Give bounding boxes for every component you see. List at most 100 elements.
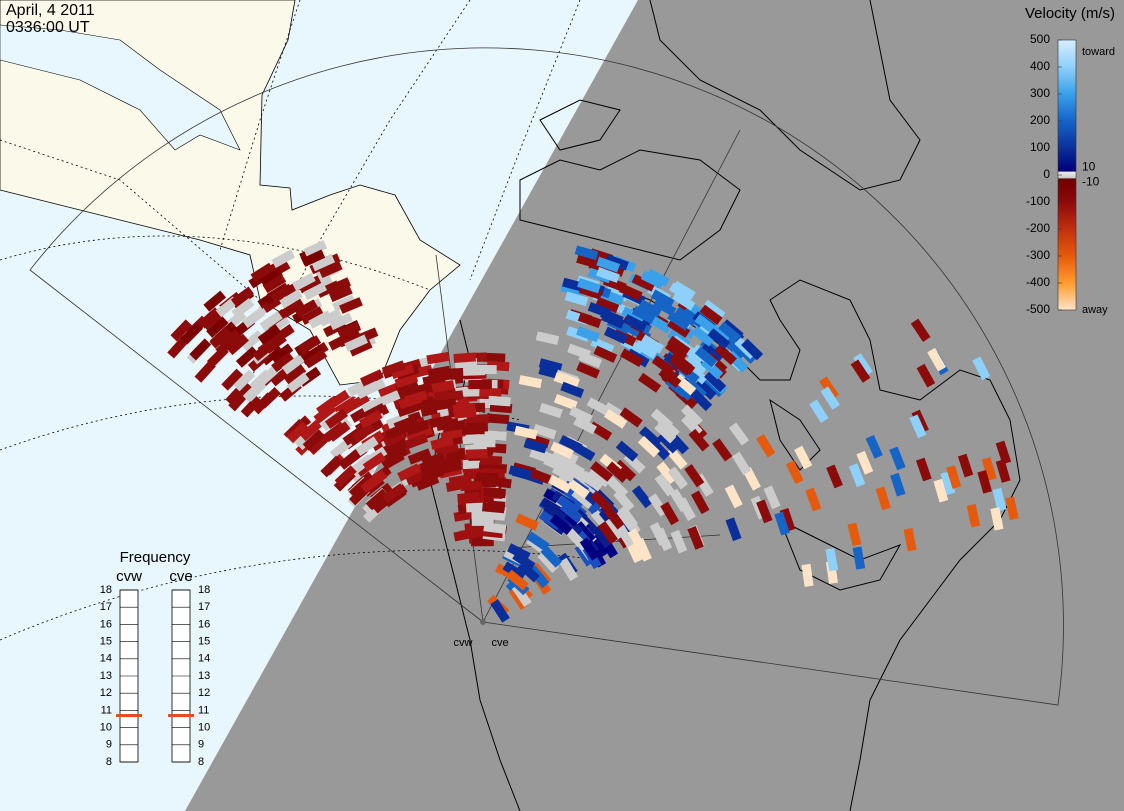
radar-label: cvw	[454, 637, 473, 649]
echo-cell	[756, 434, 776, 458]
echo-cell	[588, 466, 611, 488]
echo-cell	[966, 503, 981, 528]
echo-cell	[348, 339, 373, 357]
echo-cell	[235, 346, 259, 368]
echo-cell	[690, 490, 710, 515]
echo-cell	[359, 369, 384, 387]
echo-cell	[231, 298, 255, 319]
echo-cell	[687, 525, 704, 550]
echo-cell	[621, 306, 646, 325]
echo-cell	[362, 451, 386, 472]
echo-cell	[318, 308, 343, 327]
echo-cell	[576, 361, 600, 379]
frequency-tick-label: 8	[198, 756, 204, 768]
echo-cell	[259, 267, 283, 287]
echo-cell	[537, 550, 559, 574]
colorbar-tick-label: -300	[1026, 248, 1050, 262]
frequency-tick-label: 9	[198, 739, 204, 751]
echo-cell	[484, 430, 507, 441]
echo-cell	[574, 245, 599, 261]
echo-cell	[553, 393, 578, 411]
echo-cell	[407, 448, 432, 465]
echo-cell	[651, 355, 675, 376]
echo-cell	[848, 463, 866, 488]
echo-cell	[381, 360, 406, 377]
echo-cell	[311, 254, 336, 272]
echo-cell	[603, 506, 625, 530]
colorbar-tick-label: 500	[1030, 32, 1050, 46]
echo-cell	[543, 502, 567, 523]
echo-cell	[384, 422, 409, 440]
echo-cell	[259, 310, 283, 331]
echo-cell	[805, 487, 822, 512]
echo-cell	[283, 364, 307, 385]
echo-cell	[694, 378, 717, 401]
radar-name: cvw	[116, 568, 142, 585]
echo-cell	[666, 447, 688, 470]
echo-cell	[433, 398, 457, 411]
echo-cell	[852, 546, 866, 570]
echo-cell	[825, 548, 839, 572]
echo-cell	[226, 333, 249, 356]
echo-cell	[532, 423, 557, 440]
echo-cell	[556, 372, 580, 388]
echo-cell	[654, 421, 677, 444]
echo-cell	[540, 545, 563, 568]
echo-cell	[577, 312, 602, 329]
echo-cell	[875, 486, 891, 511]
echo-cell	[972, 356, 991, 381]
colorbar-tick-label: -200	[1026, 221, 1050, 235]
echo-cell	[615, 524, 635, 548]
echo-cell	[820, 386, 841, 410]
echo-cell	[429, 414, 453, 429]
echo-cell	[992, 487, 1007, 512]
echo-cell	[550, 441, 574, 459]
echo-cell	[476, 472, 499, 483]
echo-cell	[688, 428, 710, 452]
frequency-tick-label: 14	[100, 653, 112, 665]
echo-cell	[890, 472, 906, 497]
echo-cell	[850, 359, 871, 383]
echo-cell	[459, 527, 483, 540]
echo-cell	[538, 358, 563, 373]
echo-cell	[294, 299, 318, 318]
echo-cell	[255, 366, 278, 388]
echo-cell	[700, 342, 724, 364]
echo-cell	[281, 298, 305, 318]
frequency-tick-label: 17	[198, 601, 210, 613]
frequency-tick-label: 15	[198, 636, 210, 648]
colorbar-tick-label: 100	[1030, 140, 1050, 154]
echo-cell	[328, 285, 353, 303]
echo-cell	[640, 270, 665, 289]
echo-cell	[674, 306, 698, 327]
echo-cell	[714, 343, 737, 366]
echo-cell	[826, 464, 843, 489]
echo-cell	[303, 349, 328, 369]
radar-name: cve	[169, 568, 192, 585]
colorbar-tick-label: -100	[1026, 194, 1050, 208]
echo-cell	[618, 283, 643, 301]
echo-cell	[505, 569, 529, 591]
echo-cell	[301, 249, 326, 267]
frequency-tick-label: 15	[100, 636, 112, 648]
echo-cell	[271, 249, 295, 268]
echo-cell	[571, 442, 596, 462]
echo-cell	[515, 513, 539, 531]
echo-cell	[384, 438, 409, 457]
frequency-tick-label: 17	[100, 601, 112, 613]
echo-cell	[262, 273, 287, 294]
echo-cell	[669, 351, 693, 373]
echo-cell	[355, 436, 379, 457]
echo-cell	[242, 307, 266, 329]
frequency-tick-label: 11	[198, 704, 209, 716]
echo-cell	[603, 409, 628, 429]
echo-cell	[297, 335, 322, 355]
echo-cell	[403, 390, 428, 406]
echo-cell	[386, 412, 410, 429]
echo-cell	[571, 488, 595, 510]
echo-cell	[631, 305, 656, 325]
echo-cell	[329, 312, 353, 331]
echo-cell	[300, 306, 324, 325]
frequency-tick-label: 18	[100, 584, 112, 596]
echo-cell	[558, 557, 579, 582]
